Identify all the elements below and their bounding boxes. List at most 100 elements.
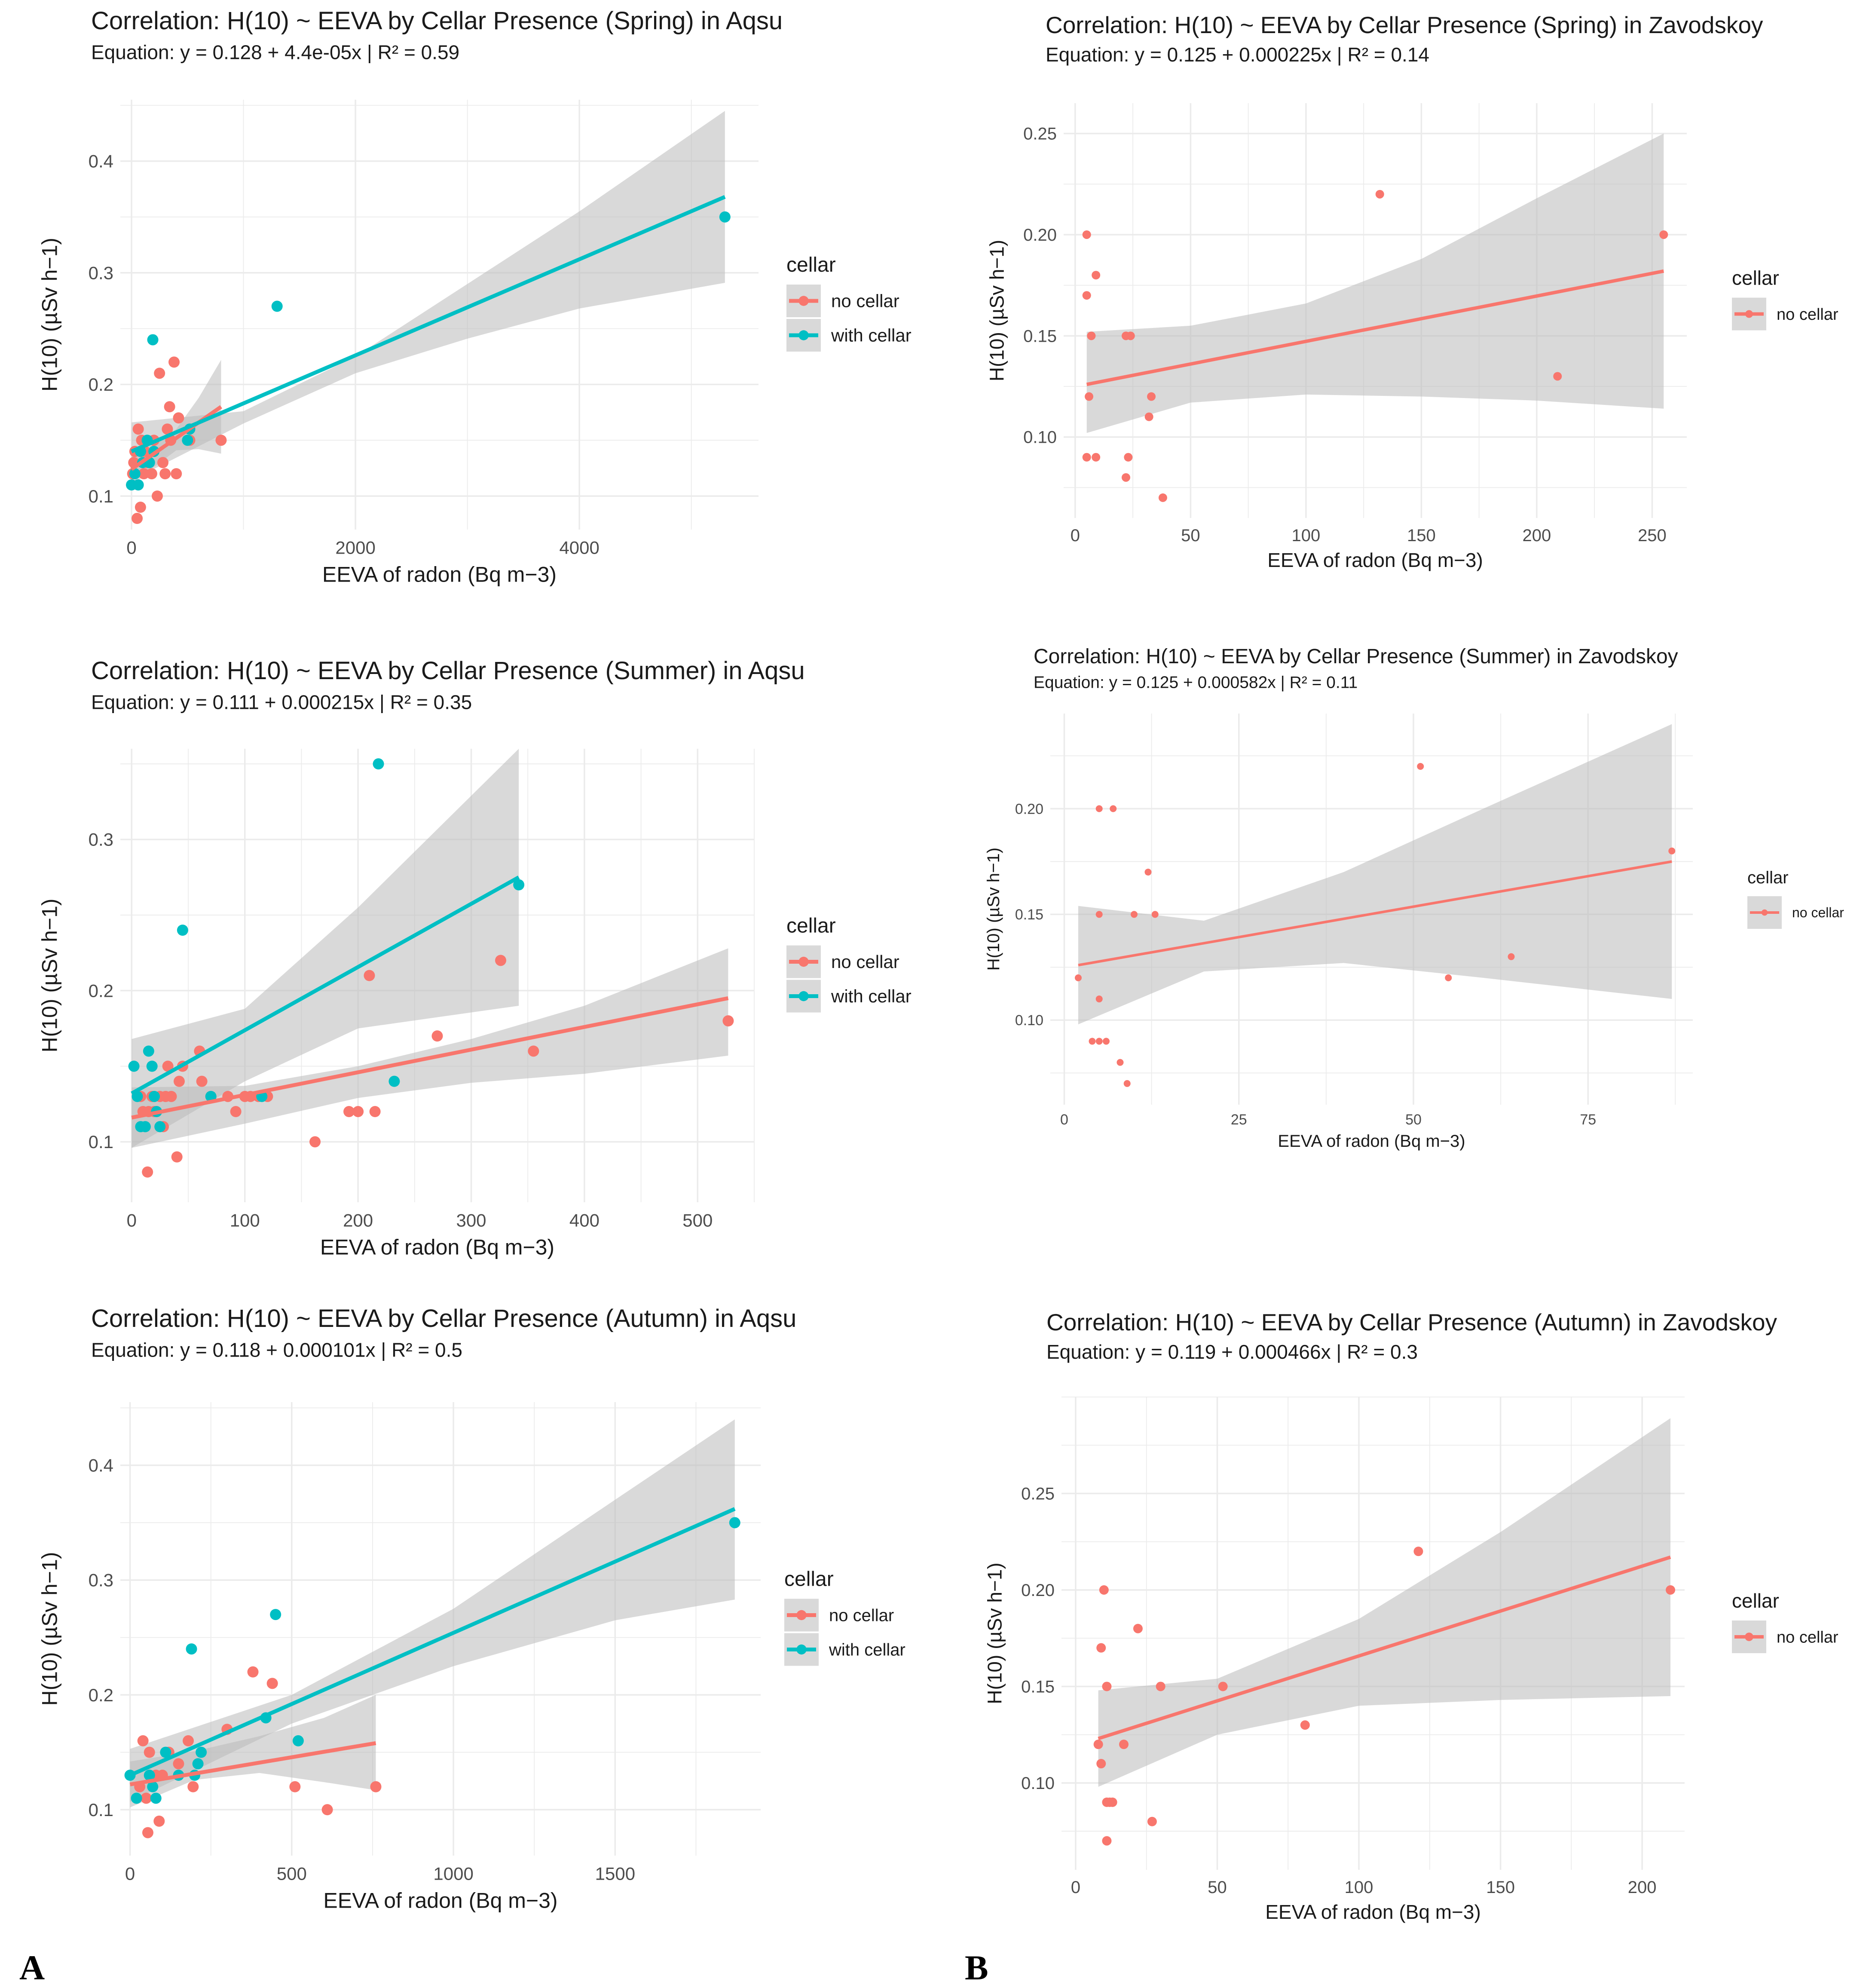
- legend-key-no-cellar: [1732, 297, 1766, 331]
- y-tick-label: 0.1: [89, 1132, 113, 1152]
- y-tick-label: 0.2: [89, 980, 113, 1001]
- y-tick-label: 0.1: [89, 486, 113, 506]
- chart-5: Correlation: H(10) ~ EEVA by Cellar Pres…: [37, 1305, 905, 1913]
- legend-label-with-cellar: with cellar: [831, 986, 912, 1006]
- data-point: [215, 435, 227, 446]
- data-point: [1144, 868, 1152, 876]
- x-tick-label: 1000: [433, 1864, 473, 1884]
- y-tick-label: 0.10: [1021, 1774, 1055, 1793]
- legend-label-no-cellar: no cellar: [829, 1606, 894, 1625]
- data-point: [1082, 453, 1091, 462]
- fit-line-with-cellar: [129, 1507, 736, 1777]
- x-tick-label: 250: [1638, 526, 1667, 545]
- y-tick-label: 0.15: [1021, 1677, 1055, 1696]
- x-tick-label: 100: [230, 1210, 260, 1231]
- x-tick-label: 50: [1405, 1112, 1422, 1128]
- chart-4: Correlation: H(10) ~ EEVA by Cellar Pres…: [984, 645, 1844, 1151]
- chart-subtitle: Equation: y = 0.119 + 0.000466x | R² = 0…: [1046, 1341, 1418, 1363]
- legend-key-point: [1745, 1633, 1753, 1641]
- data-point: [292, 1735, 304, 1746]
- points-with-cellar: [124, 1517, 740, 1804]
- x-tick-label: 2000: [335, 538, 375, 558]
- data-point: [370, 1781, 382, 1792]
- legend-key-no-cellar: [1747, 896, 1782, 929]
- data-point: [196, 1075, 208, 1087]
- x-tick-label: 150: [1486, 1878, 1515, 1897]
- y-tick-label: 0.2: [89, 374, 113, 395]
- x-tick-label: 100: [1292, 526, 1321, 545]
- chart-2: Correlation: H(10) ~ EEVA by Cellar Pres…: [985, 12, 1838, 571]
- data-point: [1375, 190, 1384, 199]
- x-tick-label: 4000: [559, 538, 599, 558]
- data-point: [141, 1792, 152, 1804]
- data-point: [1095, 1038, 1103, 1045]
- data-point: [1122, 473, 1130, 482]
- y-tick-label: 0.20: [1023, 226, 1057, 245]
- chart-1: Correlation: H(10) ~ EEVA by Cellar Pres…: [37, 7, 911, 587]
- data-point: [1116, 1059, 1124, 1066]
- legend-key-point: [798, 956, 809, 967]
- data-point: [1099, 1585, 1109, 1595]
- y-tick-label: 0.4: [89, 151, 113, 172]
- confidence-band-no-cellar: [132, 948, 728, 1148]
- data-point: [159, 468, 171, 480]
- legend-label-no-cellar: no cellar: [1792, 905, 1844, 920]
- confidence-band-with-cellar: [132, 749, 519, 1148]
- legend: cellar no cellar: [1747, 868, 1844, 929]
- x-tick-label: 100: [1345, 1878, 1373, 1897]
- data-point: [1124, 453, 1133, 462]
- chart-subtitle: Equation: y = 0.125 + 0.000582x | R² = 0…: [1034, 674, 1358, 692]
- data-point: [289, 1781, 301, 1792]
- data-point: [150, 1792, 162, 1804]
- data-point: [1119, 1740, 1129, 1749]
- y-axis-label: H(10) (µSv h−1): [37, 1552, 61, 1706]
- data-point: [132, 423, 144, 435]
- x-tick-label: 300: [456, 1210, 486, 1231]
- y-tick-label: 0.3: [89, 263, 113, 283]
- data-point: [196, 1746, 207, 1758]
- data-point: [144, 1770, 155, 1781]
- data-point: [1300, 1720, 1310, 1730]
- fit-line-with-cellar: [131, 195, 726, 453]
- x-tick-label: 200: [1628, 1878, 1657, 1897]
- x-axis-label: EEVA of radon (Bq m−3): [1265, 1901, 1481, 1923]
- data-point: [388, 1075, 400, 1087]
- data-point: [1095, 911, 1103, 918]
- data-point: [1133, 1623, 1143, 1633]
- data-point: [1095, 996, 1103, 1003]
- y-axis-label: H(10) (µSv h−1): [984, 848, 1003, 971]
- legend-label-no-cellar: no cellar: [831, 952, 899, 972]
- x-tick-label: 0: [1060, 1112, 1068, 1128]
- x-tick-label: 200: [1523, 526, 1551, 545]
- data-point: [129, 468, 141, 480]
- data-point: [270, 1609, 281, 1620]
- x-tick-label: 0: [127, 1210, 137, 1231]
- data-point: [1668, 847, 1676, 855]
- legend-key-no-cellar: [1732, 1620, 1766, 1653]
- legend-key-point: [1745, 310, 1753, 318]
- data-point: [1553, 372, 1562, 381]
- chart-subtitle: Equation: y = 0.125 + 0.000225x | R² = 0…: [1046, 43, 1429, 66]
- fit-line-no-cellar: [130, 405, 223, 471]
- data-point: [271, 300, 283, 312]
- legend-key-with-cellar: [784, 1633, 819, 1666]
- legend-key-no-cellar: [784, 1599, 819, 1632]
- panel-label-b: B: [965, 1948, 988, 1987]
- legend: cellar no cellar with cellar: [786, 254, 912, 352]
- panel-label-a: A: [19, 1948, 45, 1987]
- data-point: [1075, 974, 1082, 981]
- data-point: [168, 356, 180, 368]
- x-axis-label: EEVA of radon (Bq m−3): [323, 1889, 557, 1913]
- chart-subtitle: Equation: y = 0.111 + 0.000215x | R² = 0…: [91, 691, 472, 714]
- data-point: [173, 1075, 185, 1087]
- fit-line-no-cellar: [129, 1741, 376, 1786]
- data-point: [131, 1792, 142, 1804]
- confidence-band-with-cellar: [130, 1419, 735, 1802]
- data-point: [1107, 1797, 1117, 1807]
- fit-line-with-cellar: [131, 875, 520, 1095]
- y-axis-label: H(10) (µSv h−1): [985, 240, 1008, 381]
- data-point: [1103, 1038, 1110, 1045]
- y-tick-label: 0.10: [1015, 1012, 1043, 1029]
- legend-key-point: [798, 330, 809, 340]
